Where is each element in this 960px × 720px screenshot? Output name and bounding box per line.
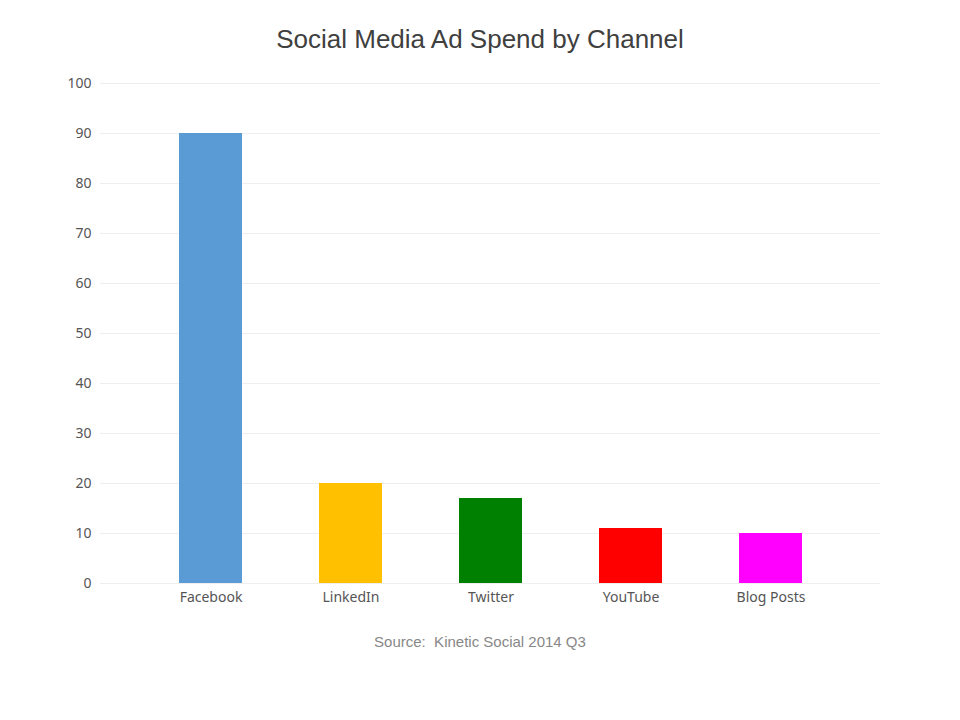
svg-text:40: 40	[75, 373, 91, 392]
svg-text:Blog Posts: Blog Posts	[737, 587, 806, 606]
html-text:Social Media Ad Spend by Chann: Social Media Ad Spend by Channel	[276, 24, 684, 54]
svg-text:20: 20	[75, 473, 91, 492]
svg-text:10: 10	[75, 523, 91, 542]
svg-text:YouTube: YouTube	[603, 587, 660, 606]
svg-text:90: 90	[75, 123, 91, 142]
svg-text:LinkedIn: LinkedIn	[323, 587, 380, 606]
html-text:Source: Kinetic Social 2014 Q3: Source: Kinetic Social 2014 Q3	[374, 633, 586, 650]
svg-text:0: 0	[83, 573, 91, 592]
svg-text:60: 60	[75, 273, 91, 292]
svg-text:Facebook: Facebook	[180, 587, 243, 606]
svg-text:80: 80	[75, 173, 91, 192]
svg-text:30: 30	[75, 423, 91, 442]
svg-text:Twitter: Twitter	[468, 587, 514, 606]
svg-text:70: 70	[75, 223, 91, 242]
svg-text:50: 50	[75, 323, 91, 342]
svg-text:100: 100	[67, 73, 91, 92]
